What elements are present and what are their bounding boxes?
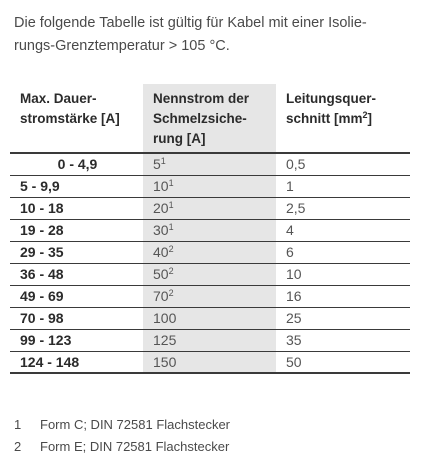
intro-line-2: rungs-Grenztemperatur > 105 °C. — [14, 38, 230, 54]
max-current-cell: 124 - 148 — [10, 351, 143, 374]
cross-section-cell: 16 — [276, 285, 410, 308]
cross-section-cell: 50 — [276, 351, 410, 374]
footnote-ref: 1 — [168, 178, 174, 188]
table-row: 0 - 4,9 51 0,5 — [10, 152, 410, 176]
max-current-cell: 19 - 28 — [10, 219, 143, 242]
cross-section-cell: 1 — [276, 175, 410, 198]
footnotes: 1 Form C; DIN 72581 Flachstecker 2 Form E;… — [14, 414, 424, 458]
cross-section-cell: 25 — [276, 307, 410, 330]
fuse-current-cell: 201 — [143, 197, 276, 220]
fuse-current-cell: 101 — [143, 175, 276, 198]
fuse-current-cell: 301 — [143, 219, 276, 242]
fuse-current-cell: 702 — [143, 285, 276, 308]
table-row: 124 - 148 150 50 — [10, 351, 410, 374]
footnote-ref: 1 — [168, 200, 174, 210]
max-current-cell: 10 - 18 — [10, 197, 143, 220]
max-current-cell: 70 - 98 — [10, 307, 143, 330]
fuse-table: Max. Dauer- stromstärke [A] Nennstrom de… — [10, 84, 410, 374]
footnote-ref: 2 — [168, 266, 174, 276]
table-row: 99 - 123 125 35 — [10, 329, 410, 352]
max-current-cell: 99 - 123 — [10, 329, 143, 352]
fuse-current-cell: 51 — [143, 152, 276, 176]
header-cross-section: Leitungsquer- schnitt [mm2] — [286, 91, 376, 126]
fuse-current-cell: 100 — [143, 307, 276, 330]
fuse-current-cell: 125 — [143, 329, 276, 352]
fuse-current-cell: 150 — [143, 351, 276, 374]
footnote-ref: 1 — [168, 222, 174, 232]
fuse-current-cell: 402 — [143, 241, 276, 264]
max-current-cell: 29 - 35 — [10, 241, 143, 264]
max-current-cell: 36 - 48 — [10, 263, 143, 286]
fuse-current-cell: 502 — [143, 263, 276, 286]
max-current-cell: 0 - 4,9 — [10, 152, 143, 176]
table-row: 29 - 35 402 6 — [10, 241, 410, 264]
table-header-row: Max. Dauer- stromstärke [A] Nennstrom de… — [10, 84, 410, 153]
footnote-ref: 2 — [168, 244, 174, 254]
table-row: 36 - 48 502 10 — [10, 263, 410, 286]
footnote-ref: 1 — [160, 156, 166, 167]
max-current-cell: 5 - 9,9 — [10, 175, 143, 198]
cross-section-cell: 10 — [276, 263, 410, 286]
cross-section-cell: 35 — [276, 329, 410, 352]
header-max-current: Max. Dauer- stromstärke [A] — [20, 91, 120, 126]
table-row: 70 - 98 100 25 — [10, 307, 410, 330]
cross-section-cell: 2,5 — [276, 197, 410, 220]
table-row: 19 - 28 301 4 — [10, 219, 410, 242]
cross-section-cell: 0,5 — [276, 152, 410, 176]
footnote-ref: 2 — [168, 288, 174, 298]
cross-section-cell: 4 — [276, 219, 410, 242]
footnote-2: 2 Form E; DIN 72581 Flachstecker — [14, 439, 230, 454]
table-row: 5 - 9,9 101 1 — [10, 175, 410, 198]
table-row: 49 - 69 702 16 — [10, 285, 410, 308]
header-rated-fuse-current: Nennstrom der Schmelzsiche- rung [A] — [143, 84, 276, 153]
footnote-1: 1 Form C; DIN 72581 Flachstecker — [14, 417, 231, 432]
table-row: 10 - 18 201 2,5 — [10, 197, 410, 220]
intro-line-1: Die folgende Tabelle ist gültig für Kabe… — [14, 15, 367, 31]
cross-section-cell: 6 — [276, 241, 410, 264]
max-current-cell: 49 - 69 — [10, 285, 143, 308]
intro-text: Die folgende Tabelle ist gültig für Kabe… — [14, 12, 424, 58]
